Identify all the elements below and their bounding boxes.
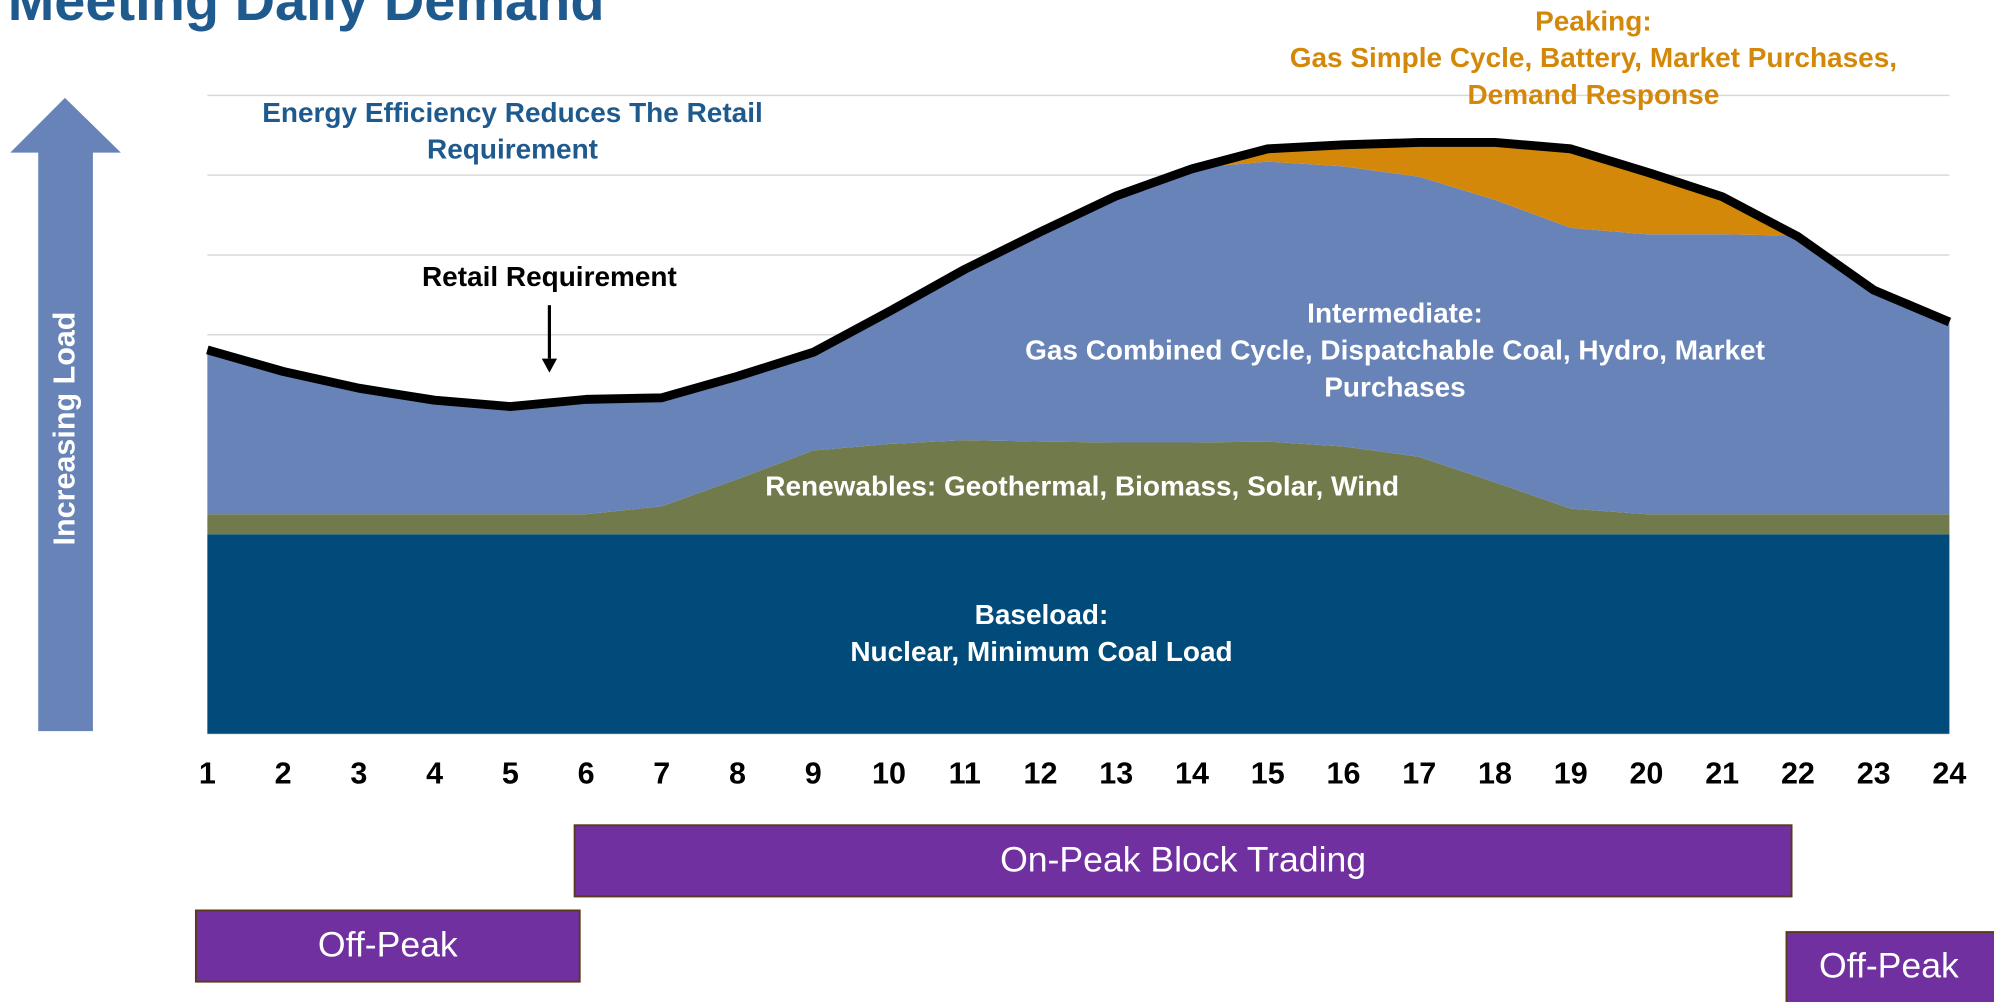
annotation: Requirement [427,134,598,165]
trading-block [1785,931,1994,1002]
line-label: Retail Requirement [422,261,677,292]
x-tick-label: 12 [1024,757,1058,791]
series-label: Intermediate: [1307,298,1483,329]
x-tick-label: 6 [578,757,595,791]
x-tick-label: 22 [1781,757,1815,791]
x-tick-label: 3 [350,757,367,791]
x-tick-label: 2 [275,757,292,791]
series-label: Gas Combined Cycle, Dispatchable Coal, H… [1025,335,1765,366]
y-axis-label: Increasing Load [47,312,81,546]
block-label: On-Peak Block Trading [1000,840,1366,880]
x-tick-label: 17 [1402,757,1436,791]
load-arrow [10,97,121,732]
areas [207,140,1950,734]
x-tick-label: 18 [1478,757,1512,791]
x-tick-label: 15 [1251,757,1285,791]
block-label: Off-Peak [318,925,458,965]
area [207,440,1950,535]
series-label: Peaking: [1535,5,1652,36]
retail-line [206,137,1952,412]
series-label: Purchases [1324,371,1465,402]
series-label: Gas Simple Cycle, Battery, Market Purcha… [1290,42,1897,73]
x-tick-label: 21 [1705,757,1739,791]
area [207,534,1950,734]
x-tick-label: 14 [1175,757,1209,791]
trading-block [573,824,1793,898]
annotation: Energy Efficiency Reduces The Retail [262,97,763,128]
x-tick-label: 19 [1554,757,1588,791]
x-tick-label: 13 [1099,757,1133,791]
x-tick-label: 5 [502,757,519,791]
x-tick-label: 11 [949,757,981,791]
x-tick-label: 20 [1629,757,1663,791]
block-label: Off-Peak [1819,946,1959,986]
series-label: Renewables: Geothermal, Biomass, Solar, … [765,471,1399,502]
x-tick-label: 9 [805,757,822,791]
series-label: Nuclear, Minimum Coal Load [850,636,1232,667]
series-label: Baseload: [975,599,1109,630]
x-tick-label: 23 [1857,757,1891,791]
x-tick-label: 7 [653,757,670,791]
x-tick-label: 8 [729,757,746,791]
series-label: Demand Response [1467,79,1719,110]
x-tick-label: 10 [872,757,906,791]
x-tick-label: 4 [426,757,443,791]
x-tick-label: 1 [199,757,216,791]
chart-title: Meeting Daily Demand [8,0,605,32]
x-tick-label: 24 [1932,757,1966,791]
overlay: 1 2 3 4 5 6 7 8 9 10 11 12 13 14 15 16 17 18 19 20 21 22 23 24R… [194,5,1994,1002]
trading-block [194,909,581,983]
area [207,161,1950,515]
retail-arrow-head [541,358,558,373]
x-tick-label: 16 [1327,757,1361,791]
